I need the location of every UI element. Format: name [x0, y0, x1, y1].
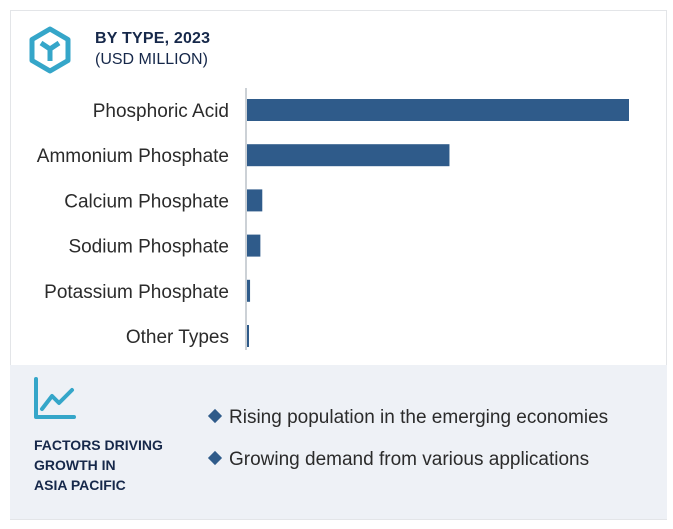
chart-subtitle: (USD MILLION)	[95, 51, 208, 68]
hexagon-y-icon	[29, 26, 71, 74]
diamond-bullet-icon	[207, 408, 223, 424]
trend-line-icon	[34, 377, 76, 419]
factor-item: Rising population in the emerging econom…	[207, 407, 609, 429]
growth-factors-panel: FACTORS DRIVING GROWTH IN ASIA PACIFIC R…	[10, 365, 667, 519]
factors-title-line: GROWTH IN	[34, 457, 116, 473]
bar	[247, 144, 450, 167]
category-label: Potassium Phosphate	[44, 282, 229, 303]
category-label: Phosphoric Acid	[93, 101, 229, 122]
bar	[247, 325, 249, 347]
bar	[247, 234, 261, 257]
bar-chart: Phosphoric Acid Ammonium Phosphate Calcium…	[37, 88, 629, 350]
bar	[247, 99, 629, 121]
category-label: Calcium Phosphate	[64, 191, 229, 212]
factor-text: Rising population in the emerging econom…	[229, 407, 609, 428]
factors-title-line: ASIA PACIFIC	[34, 477, 126, 493]
category-label: Other Types	[126, 327, 229, 348]
category-label: Ammonium Phosphate	[37, 146, 229, 167]
bar	[247, 189, 263, 212]
category-label: Sodium Phosphate	[68, 237, 229, 258]
factors-title-line: FACTORS DRIVING	[34, 437, 163, 453]
factor-text: Growing demand from various applications	[229, 449, 590, 470]
diamond-bullet-icon	[207, 450, 223, 466]
factors-title: FACTORS DRIVING GROWTH IN ASIA PACIFIC	[34, 435, 194, 495]
bar	[247, 279, 251, 302]
factor-item: Growing demand from various applications	[207, 449, 590, 471]
chart-title: BY TYPE, 2023	[95, 30, 211, 47]
